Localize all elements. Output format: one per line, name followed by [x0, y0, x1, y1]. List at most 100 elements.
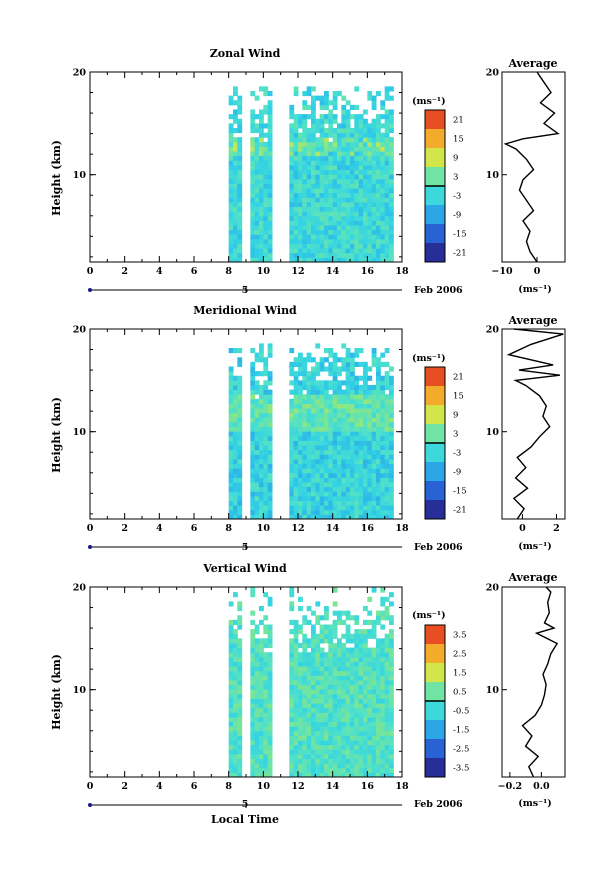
heatmap-cell [384, 225, 390, 231]
heatmap-cell [345, 758, 351, 764]
heatmap-cell [328, 201, 334, 208]
heatmap-cell [302, 100, 308, 106]
heatmap-cell [380, 721, 386, 727]
heatmap-cell [345, 118, 351, 124]
heatmap-cell [324, 454, 329, 460]
heatmap-cell [228, 491, 234, 497]
heatmap-cell [259, 248, 264, 254]
heatmap-cell [293, 458, 299, 465]
heatmap-cell [380, 215, 386, 221]
heatmap-cell [367, 229, 373, 235]
heatmap-cell [380, 726, 386, 732]
heatmap-cell [254, 160, 260, 166]
heatmap-cell [293, 127, 299, 134]
heatmap-cell [328, 633, 334, 639]
heatmap-cell [341, 454, 347, 460]
heatmap-cell [371, 772, 377, 778]
heatmap-cell [367, 744, 373, 750]
heatmap-cell [354, 472, 360, 478]
heatmap-cell [254, 449, 260, 455]
heatmap-cell [233, 398, 238, 404]
heatmap-cell [298, 458, 303, 465]
heatmap-cell [263, 248, 269, 254]
heatmap-cell [337, 440, 342, 446]
heatmap-cell [293, 675, 299, 681]
heatmap-cell [376, 389, 381, 395]
heatmap-cell [345, 463, 351, 469]
meridional-wind-panel: Meridional Wind Height (km) (ms⁻¹) Feb 2… [50, 304, 566, 553]
heatmap-cell [298, 758, 303, 764]
heatmap-cell [315, 118, 321, 124]
heatmap-cell [311, 417, 316, 423]
heatmap-cell [345, 352, 351, 358]
heatmap-cell [376, 248, 381, 254]
heatmap-cell [267, 652, 273, 658]
heatmap-cell [328, 514, 334, 520]
heatmap-cell [328, 505, 334, 511]
heatmap-cell [389, 215, 394, 221]
heatmap-cell [337, 735, 342, 741]
heatmap-cell [376, 486, 381, 492]
heatmap-cell [367, 495, 373, 502]
heatmap-cell [228, 155, 234, 161]
heatmap-cell [341, 703, 347, 709]
heatmap-cell [298, 394, 303, 400]
heatmap-cell [311, 384, 316, 391]
heatmap-cell [367, 656, 373, 662]
heatmap-cell [233, 431, 238, 437]
heatmap-cell [328, 160, 334, 166]
heatmap-cell [363, 164, 368, 171]
heatmap-cell [298, 252, 303, 258]
heatmap-cell [345, 749, 351, 755]
heatmap-cell [250, 587, 256, 593]
heatmap-cell [254, 721, 260, 727]
heatmap-cell [324, 445, 329, 451]
heatmap-cell [298, 248, 303, 254]
heatmap-cell [358, 703, 364, 709]
heatmap-cell [306, 394, 312, 400]
heatmap-cell [237, 684, 243, 690]
colorbar-segment [425, 500, 445, 520]
heatmap-cell [319, 137, 325, 143]
heatmap-cell [367, 234, 373, 240]
heatmap-cell [380, 141, 386, 147]
heatmap-cell [289, 500, 295, 506]
heatmap-cell [311, 735, 316, 741]
heatmap-cell [293, 624, 299, 630]
heatmap-cell [302, 675, 308, 681]
heatmap-cell [237, 188, 243, 194]
heatmap-cell [298, 712, 303, 718]
heatmap-cell [363, 675, 368, 681]
heatmap-cell [315, 389, 321, 395]
heatmap-cell [367, 215, 373, 221]
heatmap-cell [228, 716, 234, 723]
heatmap-cell [315, 234, 321, 240]
heatmap-cell [250, 252, 256, 258]
heatmap-cell [324, 753, 329, 760]
heatmap-cell [315, 174, 321, 180]
heatmap-cell [237, 123, 243, 129]
heatmap-cell [259, 749, 264, 755]
heatmap-cell [263, 772, 269, 778]
heatmap-cell [324, 712, 329, 718]
heatmap-cell [328, 398, 334, 404]
heatmap-cell [371, 440, 377, 446]
heatmap-cell [354, 615, 360, 621]
heatmap-cell [228, 252, 234, 258]
heatmap-cell [228, 514, 234, 520]
heatmap-cell [267, 371, 273, 377]
heatmap-cell [380, 712, 386, 718]
heatmap-cell [380, 114, 386, 120]
heatmap-cell [363, 468, 368, 474]
heatmap-cell [306, 408, 312, 414]
heatmap-cell [328, 421, 334, 428]
heatmap-cell [298, 661, 303, 667]
heatmap-cell [306, 229, 312, 235]
heatmap-cell [345, 192, 351, 198]
heatmap-cell [350, 698, 355, 704]
heatmap-cell [319, 495, 325, 502]
heatmap-cell [233, 740, 238, 746]
heatmap-cell [298, 666, 303, 672]
heatmap-cell [363, 435, 368, 441]
heatmap-cell [345, 169, 351, 175]
